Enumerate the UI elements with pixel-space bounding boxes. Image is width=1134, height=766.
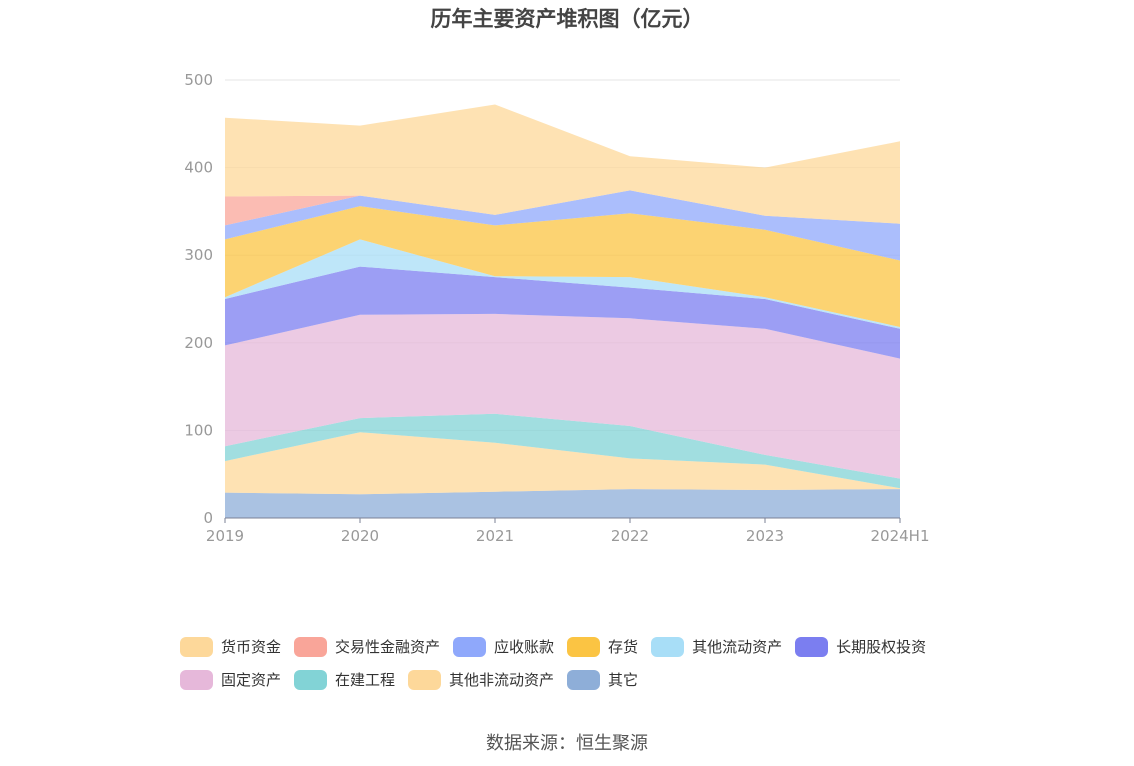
legend-swatch (567, 669, 601, 690)
area-series-1 (225, 432, 900, 495)
legend-item[interactable]: 其他非流动资产 (408, 669, 554, 690)
x-tick-label-4: 2023 (746, 527, 784, 545)
legend-label: 固定资产 (221, 671, 282, 689)
x-tick-label-5: 2024H1 (871, 527, 930, 545)
axes: 0 100 200 300 400 500 2019 2020 2021 2022 2023 2024… (184, 71, 929, 545)
y-tick-label-500: 500 (184, 71, 213, 89)
area-series-9 (225, 104, 900, 224)
legend-item[interactable]: 其他流动资产 (651, 636, 782, 657)
legend-swatch (651, 636, 685, 657)
legend-swatch (180, 636, 213, 657)
area-series-5 (225, 239, 900, 329)
data-source: 数据来源：恒生聚源 (486, 733, 648, 754)
stacked-area-chart: 0 100 200 300 400 500 2019 2020 2021 2022 2023 2024… (184, 71, 929, 545)
legend-item[interactable]: 交易性金融资产 (294, 636, 440, 657)
legend-label: 其它 (608, 671, 639, 689)
area-series-0 (225, 489, 900, 518)
y-tick-label-100: 100 (184, 421, 213, 439)
legend-label: 存货 (608, 638, 639, 656)
legend-label: 其他流动资产 (692, 638, 783, 656)
legend-item[interactable]: 固定资产 (180, 669, 281, 690)
legend-swatch (180, 669, 213, 690)
x-tick-label-2: 2021 (476, 527, 514, 545)
legend-label: 交易性金融资产 (335, 638, 441, 656)
legend-swatch (408, 669, 442, 690)
legend-row-2: 固定资产 在建工程 其他非流动资产 其它 (180, 663, 980, 696)
area-series-4 (225, 266, 900, 359)
legend-label: 在建工程 (335, 671, 396, 689)
area-series-6 (225, 206, 900, 327)
legend-item[interactable]: 应收账款 (453, 636, 554, 657)
area-series-7 (225, 190, 900, 261)
y-tick-label-400: 400 (184, 159, 213, 177)
area-series-2 (225, 413, 900, 489)
legend-item[interactable]: 存货 (567, 636, 638, 657)
legend-swatch (567, 636, 601, 657)
legend-item[interactable]: 在建工程 (294, 669, 395, 690)
legend-label: 长期股权投资 (836, 638, 927, 656)
legend-item[interactable]: 货币资金 (180, 636, 281, 657)
legend: 货币资金 交易性金融资产 应收账款 存货 其他流动资产 长期股权投资 固定资产 在建工程 其他… (180, 630, 980, 696)
y-tick-label-0: 0 (203, 509, 213, 527)
legend-swatch (453, 636, 487, 657)
legend-label: 其他非流动资产 (449, 671, 555, 689)
area-series-3 (225, 313, 900, 479)
chart-title: 历年主要资产堆积图（亿元） (430, 7, 704, 31)
legend-label: 应收账款 (494, 638, 555, 656)
x-tick-label-3: 2022 (611, 527, 649, 545)
x-tick-label-0: 2019 (206, 527, 244, 545)
legend-swatch (294, 636, 328, 657)
x-tick-label-1: 2020 (341, 527, 379, 545)
y-tick-label-300: 300 (184, 246, 213, 264)
area-series (225, 104, 900, 518)
y-tick-label-200: 200 (184, 334, 213, 352)
legend-row-1: 货币资金 交易性金融资产 应收账款 存货 其他流动资产 长期股权投资 (180, 630, 980, 663)
legend-item[interactable]: 长期股权投资 (795, 636, 926, 657)
legend-swatch (294, 669, 328, 690)
legend-label: 货币资金 (221, 638, 282, 656)
legend-swatch (795, 636, 829, 657)
legend-item[interactable]: 其它 (567, 669, 638, 690)
